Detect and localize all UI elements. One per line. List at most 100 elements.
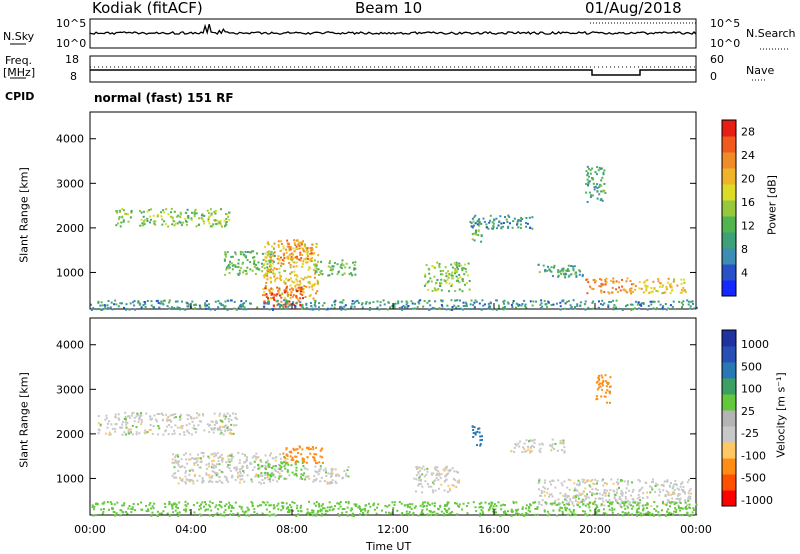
data-cell [245, 514, 248, 517]
data-cell [609, 489, 612, 491]
data-cell [529, 300, 532, 303]
data-cell [204, 501, 206, 504]
data-cell [505, 218, 508, 221]
data-cell [305, 276, 308, 279]
data-cell [621, 285, 624, 288]
data-cell [478, 224, 481, 227]
data-cell [301, 461, 304, 464]
data-cell [436, 472, 439, 475]
data-cell [250, 501, 253, 503]
data-cell [454, 299, 457, 302]
data-cell [431, 290, 434, 292]
data-cell [426, 470, 429, 473]
data-cell [207, 218, 210, 221]
velocity-colorbar-tick: -100 [741, 449, 766, 462]
data-cell [212, 466, 214, 469]
data-cell [320, 504, 323, 507]
data-cell [589, 509, 592, 512]
data-cell [103, 304, 106, 307]
data-cell [489, 301, 492, 304]
data-cell [464, 283, 466, 286]
data-cell [485, 223, 488, 226]
data-cell [599, 285, 602, 288]
data-cell [626, 291, 629, 294]
data-cell [498, 220, 501, 223]
data-cell [270, 251, 273, 254]
data-cell [291, 471, 294, 474]
data-cell [296, 255, 299, 258]
data-cell [269, 260, 272, 263]
data-cell [326, 506, 329, 509]
data-cell [345, 501, 347, 504]
data-cell [106, 501, 109, 503]
data-cell [269, 454, 271, 457]
data-cell [439, 477, 442, 480]
data-cell [557, 479, 560, 482]
data-cell [200, 214, 203, 217]
data-cell [492, 227, 495, 230]
data-cell [482, 512, 485, 515]
data-cell [586, 479, 589, 482]
data-cell [185, 458, 188, 461]
data-cell [263, 501, 266, 504]
data-cell [282, 306, 285, 309]
data-cell [398, 306, 401, 309]
data-cell [618, 496, 621, 498]
data-cell [122, 219, 125, 222]
data-cell [474, 232, 477, 235]
data-cell [302, 474, 305, 477]
data-cell [405, 303, 408, 306]
data-cell [440, 278, 443, 281]
data-cell [489, 219, 491, 222]
data-cell [295, 466, 298, 469]
data-cell [674, 308, 677, 311]
data-cell [634, 501, 637, 504]
data-cell [305, 476, 308, 479]
data-cell [286, 299, 289, 302]
data-cell [600, 278, 603, 281]
data-cell [184, 211, 187, 214]
data-cell [544, 479, 547, 482]
data-cell [120, 509, 123, 512]
data-cell [145, 504, 148, 507]
data-cell [682, 286, 685, 289]
data-cell [280, 474, 283, 477]
data-cell [139, 302, 142, 305]
data-cell [454, 272, 456, 275]
data-cell [462, 267, 465, 270]
data-cell [331, 479, 334, 482]
data-cell [693, 307, 696, 310]
data-cell [173, 472, 176, 475]
data-cell [473, 426, 476, 429]
data-cell [476, 444, 478, 447]
data-cell [171, 504, 174, 507]
data-cell [234, 253, 237, 256]
data-cell [292, 294, 295, 296]
data-cell [237, 266, 240, 269]
data-cell [406, 306, 409, 309]
data-cell [131, 506, 134, 509]
data-cell [453, 484, 455, 487]
data-cell [260, 460, 263, 463]
data-cell [516, 220, 519, 223]
data-cell [430, 472, 433, 475]
data-cell [283, 464, 286, 467]
data-cell [117, 413, 120, 416]
data-cell [649, 300, 652, 303]
data-cell [572, 504, 575, 507]
data-cell [208, 430, 211, 433]
data-cell [284, 459, 287, 462]
data-cell [670, 285, 673, 288]
data-cell [142, 215, 145, 218]
data-cell [271, 245, 273, 248]
data-cell [630, 308, 633, 311]
data-cell [471, 425, 474, 428]
data-cell [278, 472, 281, 475]
data-cell [412, 307, 414, 310]
data-cell [595, 512, 598, 515]
data-cell [221, 460, 224, 463]
data-cell [240, 300, 243, 303]
data-cell [589, 285, 592, 288]
data-cell [439, 270, 442, 273]
data-cell [527, 445, 529, 448]
